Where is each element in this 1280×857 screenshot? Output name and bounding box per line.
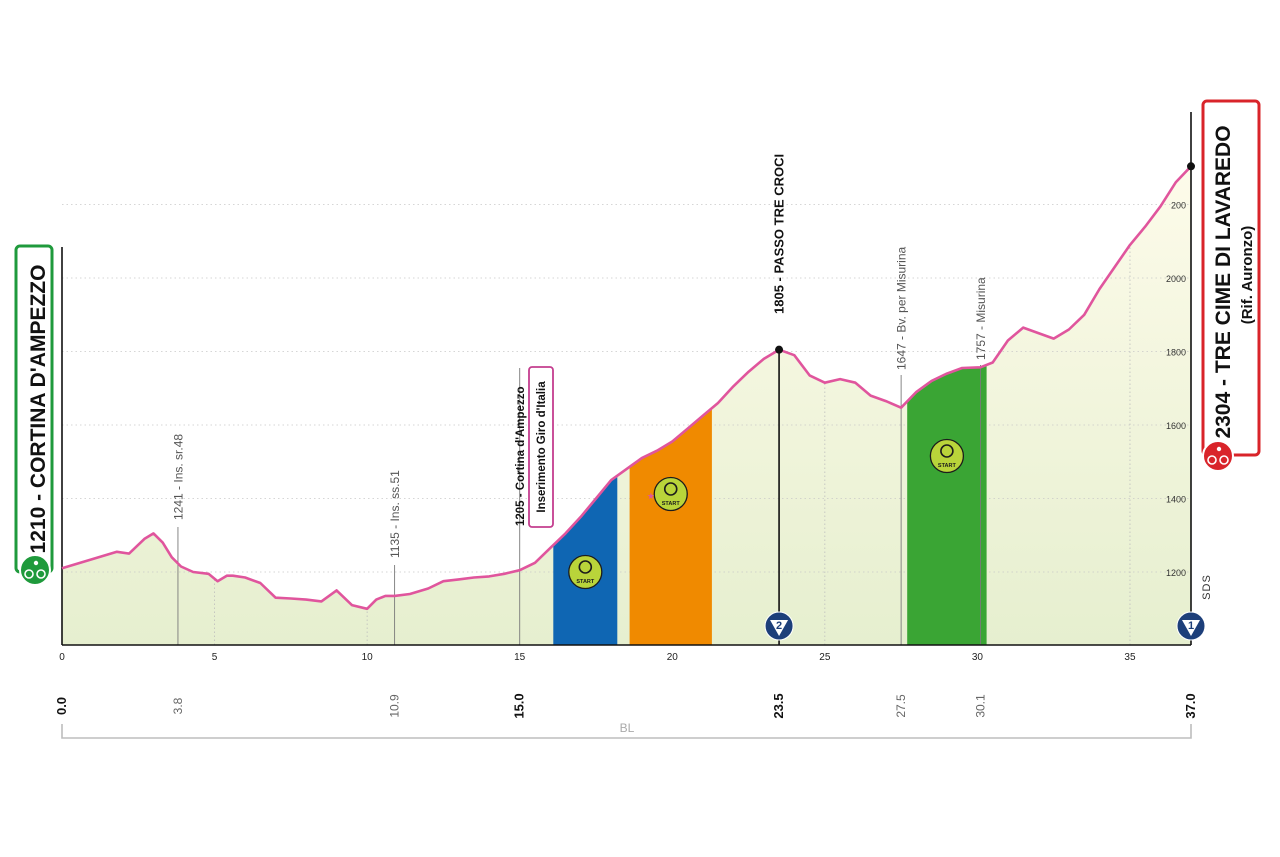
finish-sublabel-text: (Rif. Auronzo) bbox=[1239, 226, 1256, 325]
waypoint-label: 1757 - Misurina bbox=[974, 277, 988, 360]
start-cyclist-icon bbox=[19, 554, 51, 586]
waypoint-label-text: 1805 - PASSO TRE CROCI bbox=[772, 154, 787, 314]
star-icon: ★ bbox=[647, 491, 655, 501]
waypoint-label-text: 1205 - Cortina d'Ampezzo bbox=[515, 387, 527, 526]
x-tick-label: 30 bbox=[972, 652, 984, 663]
km-mark-label: 23.5 bbox=[771, 693, 786, 718]
x-tick-label: 0 bbox=[59, 652, 65, 663]
insertion-label-box bbox=[528, 366, 554, 528]
y-tick-label: 1200 bbox=[1166, 568, 1186, 578]
waypoint-label: 1805 - PASSO TRE CROCI bbox=[772, 154, 787, 314]
waypoint-label-text: 1135 - Ins. ss.51 bbox=[388, 470, 402, 558]
finish-cyclist-wheel bbox=[1207, 455, 1217, 465]
waypoint-label: 1205 - Cortina d'Ampezzo bbox=[515, 387, 527, 526]
km-mark: 37.0 bbox=[1183, 693, 1198, 718]
sector-band-2 bbox=[629, 408, 712, 645]
start-cyclist-head bbox=[33, 560, 39, 566]
profile-area bbox=[62, 166, 1191, 646]
km-mark: 0.0 bbox=[54, 697, 69, 715]
x-tick-label: 15 bbox=[514, 652, 526, 663]
y-tick-label: 1600 bbox=[1166, 421, 1186, 431]
magnifier-cyclist-icon bbox=[653, 476, 688, 512]
km-mark-label: 3.8 bbox=[171, 697, 185, 714]
km-mark: 15.0 bbox=[512, 693, 527, 718]
insertion-label-text: Inserimento Giro d'Italia bbox=[536, 381, 548, 513]
km-mark: 30.1 bbox=[973, 694, 987, 718]
waypoint-label: 1647 - Bv. per Misurina bbox=[895, 247, 909, 370]
x-tick-label: 25 bbox=[819, 652, 831, 663]
y-tick-label: 1800 bbox=[1166, 348, 1186, 358]
finish-sublabel: (Rif. Auronzo) bbox=[1239, 226, 1256, 325]
sds-label: SDS bbox=[1201, 574, 1213, 600]
magnifier-cyclist-icon-ring bbox=[663, 482, 678, 496]
y-tick-label: 2000 bbox=[1166, 274, 1186, 284]
stopwatch-icon bbox=[568, 554, 603, 590]
start-cyclist-wheel bbox=[24, 569, 34, 579]
km-mark-label: 0.0 bbox=[54, 697, 69, 715]
x-tick-label: 35 bbox=[1124, 652, 1136, 663]
x-tick-label: 20 bbox=[667, 652, 679, 663]
finish-label-text: 2304 - TRE CIME DI LAVAREDO bbox=[1212, 125, 1235, 438]
province-bracket bbox=[61, 724, 1192, 739]
km-mark: 27.5 bbox=[894, 694, 908, 718]
waypoint-label: 1135 - Ins. ss.51 bbox=[388, 470, 402, 558]
waypoint-label-text: 1241 - Ins. sr.48 bbox=[171, 434, 185, 520]
km-mark: 23.5 bbox=[771, 693, 786, 718]
km-mark-label: 37.0 bbox=[1183, 693, 1198, 718]
start-label-text: 1210 - CORTINA D'AMPEZZO bbox=[27, 265, 50, 554]
province-label: BL bbox=[620, 721, 635, 735]
waypoint-label-text: 1757 - Misurina bbox=[974, 277, 988, 360]
climb-category-number: 2 bbox=[776, 620, 782, 632]
sector-start-badge: START bbox=[662, 501, 681, 507]
km-mark: 10.9 bbox=[388, 694, 402, 718]
climb-triangle-icon bbox=[770, 620, 789, 636]
km-mark: 3.8 bbox=[171, 697, 185, 714]
start-cyclist-wheel bbox=[36, 569, 46, 579]
stopwatch-icon-ring bbox=[578, 560, 593, 574]
finish-cyclist-icon bbox=[1202, 440, 1234, 472]
climb-category-number: 1 bbox=[1188, 620, 1194, 632]
km-mark-label: 15.0 bbox=[512, 693, 527, 718]
start-label: 1210 - CORTINA D'AMPEZZO bbox=[27, 265, 50, 554]
x-tick-label: 5 bbox=[212, 652, 218, 663]
y-tick-label: 200 bbox=[1171, 201, 1186, 211]
sector-band-3 bbox=[907, 364, 987, 645]
magnifier-cyclist-icon-ring bbox=[940, 444, 954, 458]
finish-label: 2304 - TRE CIME DI LAVAREDO bbox=[1212, 125, 1235, 438]
km-mark-label: 27.5 bbox=[894, 694, 908, 718]
summit-dot bbox=[775, 345, 784, 354]
magnifier-cyclist-icon bbox=[929, 438, 965, 474]
waypoint-label: 1241 - Ins. sr.48 bbox=[171, 434, 185, 520]
sector-start-badge: START bbox=[576, 579, 595, 585]
climb-triangle-icon bbox=[1182, 620, 1200, 636]
sector-start-badge: START bbox=[938, 463, 957, 469]
km-mark-label: 30.1 bbox=[973, 694, 987, 718]
waypoint-label-text: 1647 - Bv. per Misurina bbox=[895, 247, 909, 370]
finish-dot bbox=[1187, 162, 1195, 171]
x-tick-label: 10 bbox=[362, 652, 374, 663]
y-tick-label: 1400 bbox=[1166, 495, 1186, 505]
insertion-label: Inserimento Giro d'Italia bbox=[536, 381, 548, 513]
finish-cyclist-head bbox=[1216, 446, 1222, 452]
sds-label-text: SDS bbox=[1201, 574, 1213, 600]
km-mark-label: 10.9 bbox=[388, 694, 402, 718]
profile-line bbox=[61, 165, 1192, 611]
finish-cyclist-wheel bbox=[1219, 455, 1229, 465]
